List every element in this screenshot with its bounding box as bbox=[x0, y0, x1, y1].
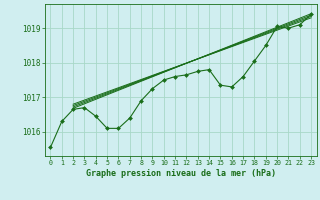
X-axis label: Graphe pression niveau de la mer (hPa): Graphe pression niveau de la mer (hPa) bbox=[86, 169, 276, 178]
